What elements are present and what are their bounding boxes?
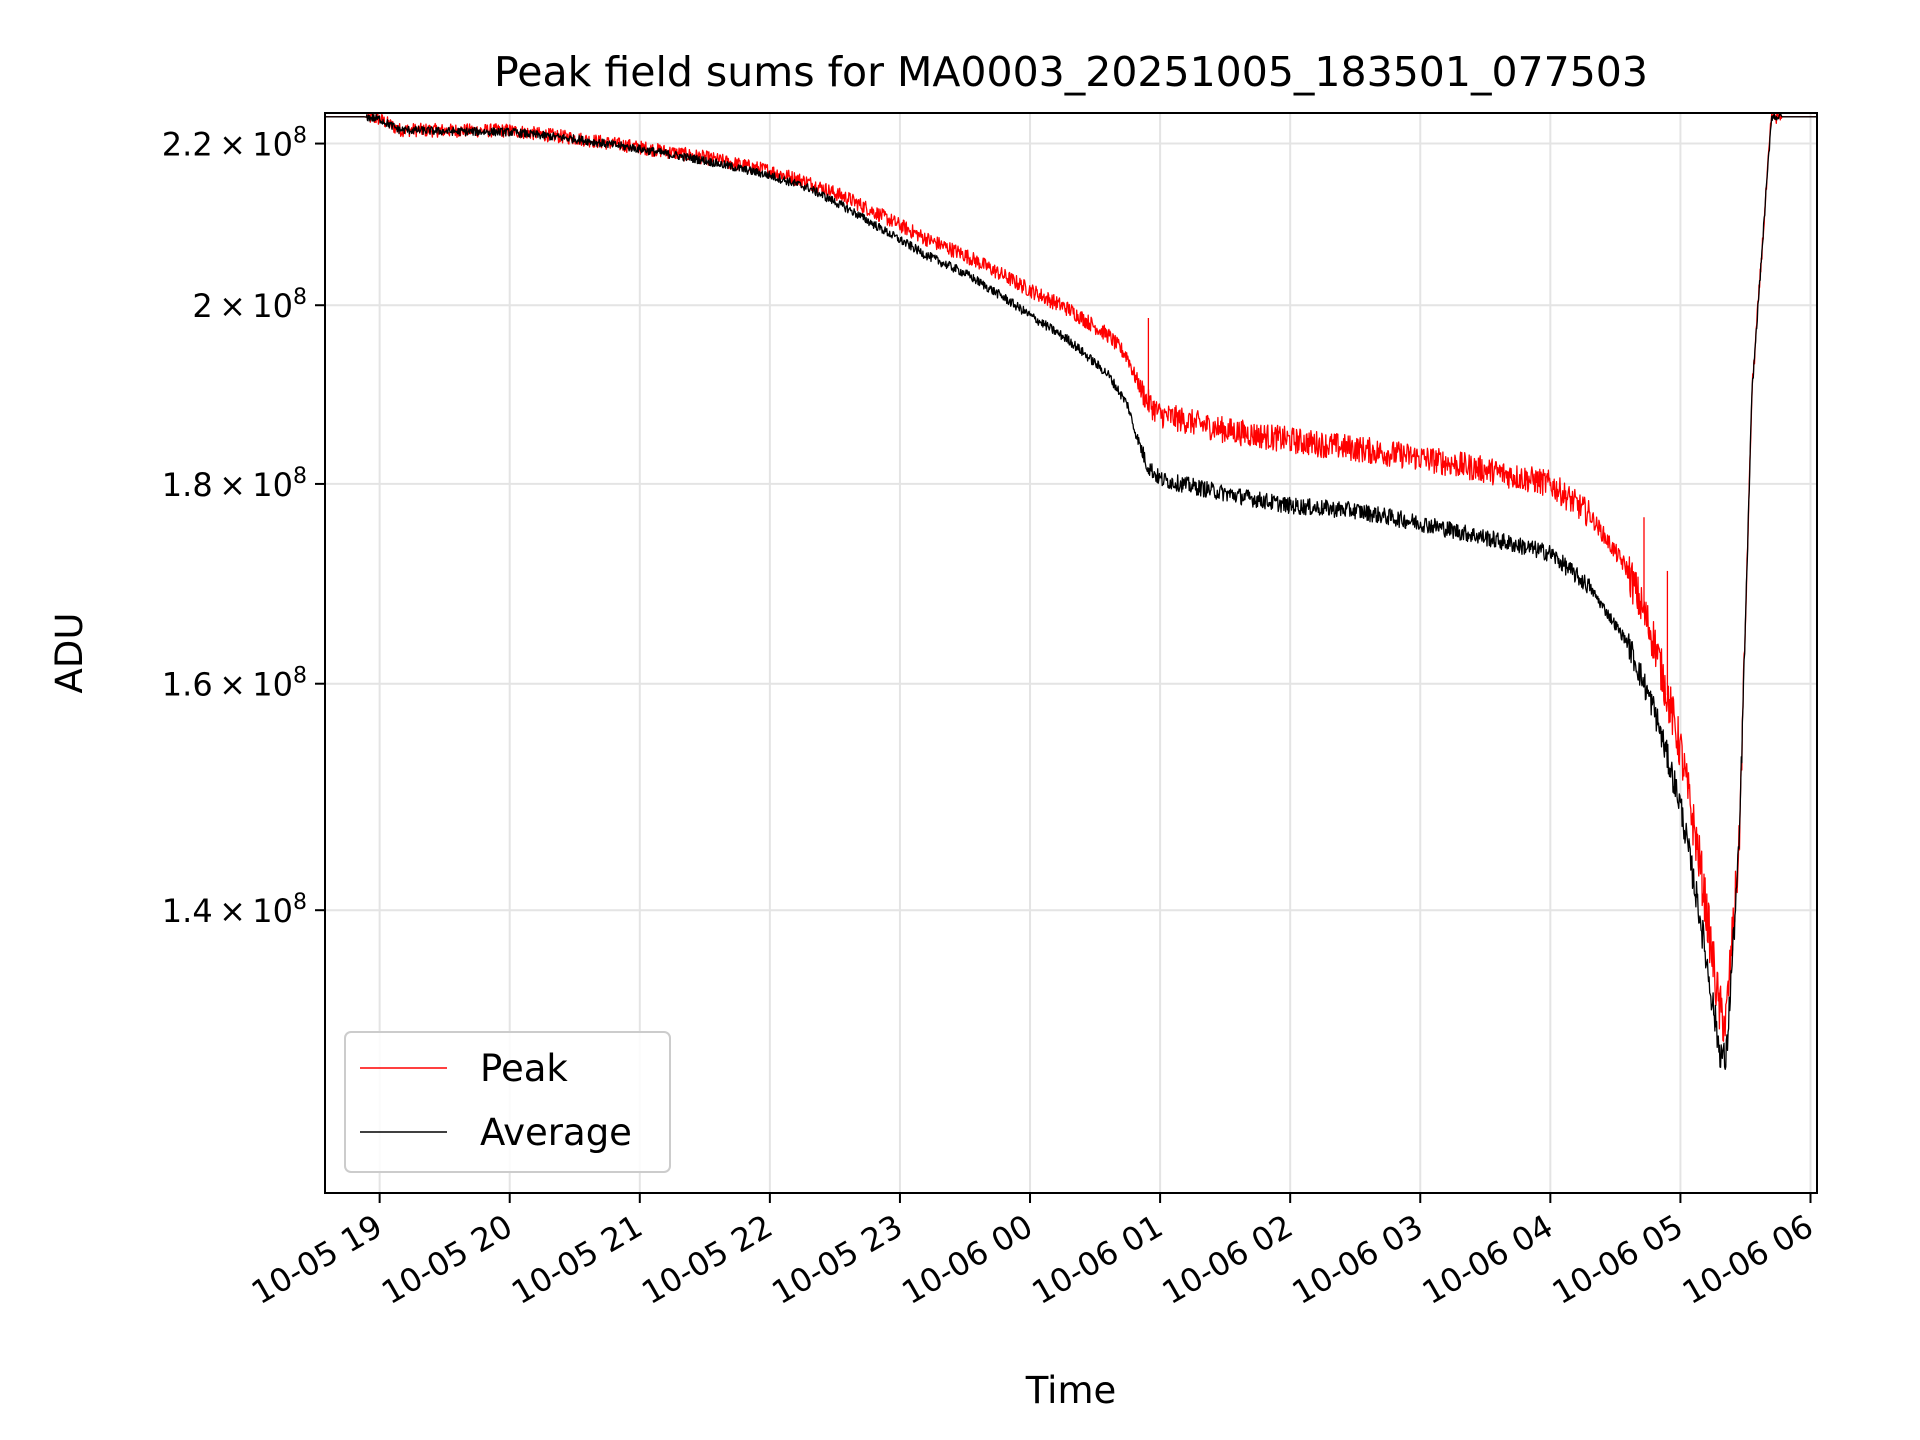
y-tick-label: 1.4 × 108 — [162, 890, 307, 930]
plot-frame — [324, 112, 1818, 1194]
chart-title: Peak field sums for MA0003_20251005_1835… — [494, 48, 1648, 96]
legend-label-average: Average — [480, 1111, 632, 1154]
y-tick-label: 2 × 108 — [192, 285, 307, 325]
x-axis-label: Time — [1025, 1369, 1117, 1412]
series-line-average — [325, 113, 1817, 1071]
y-tick-label: 1.8 × 108 — [162, 464, 307, 504]
legend-box — [344, 1031, 671, 1173]
legend-label-peak: Peak — [480, 1047, 568, 1090]
legend: Peak Average — [344, 1031, 671, 1173]
y-tick-label: 2.2 × 108 — [162, 124, 307, 164]
y-tick-label: 1.6 × 108 — [162, 664, 307, 704]
y-axis-label: ADU — [48, 613, 91, 694]
series-layer — [325, 113, 1817, 1071]
